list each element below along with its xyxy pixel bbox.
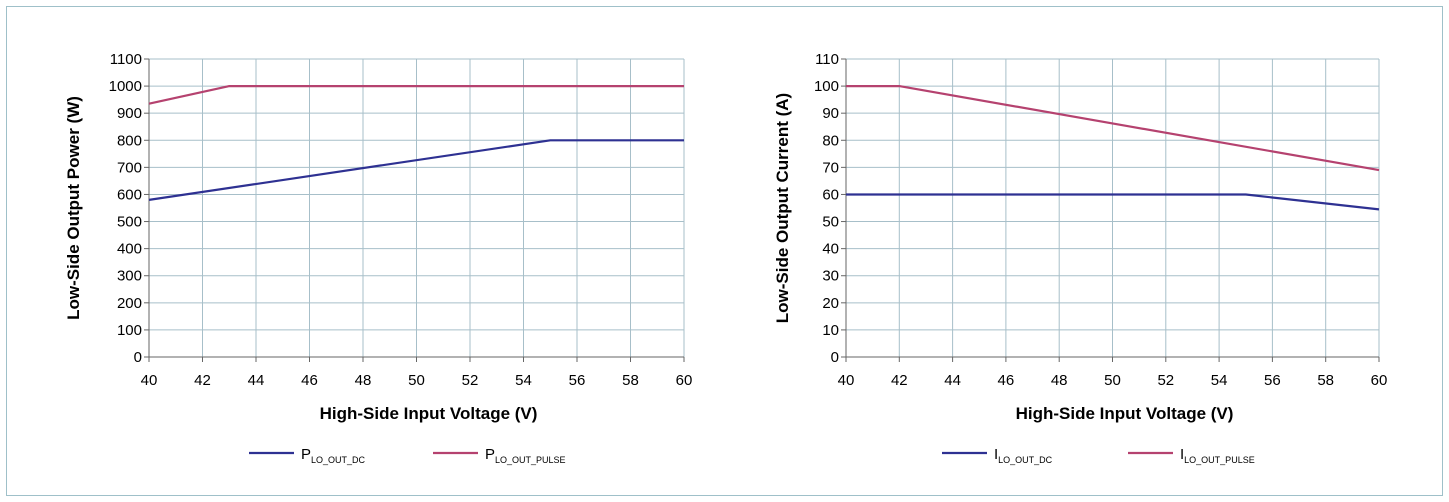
x-tick-label: 44 [944,372,961,389]
x-tick-label: 56 [569,372,586,389]
y-tick-label: 1100 [110,51,142,68]
legend-label: ILO_OUT_PULSE [1180,446,1255,465]
y-tick-label: 0 [831,349,839,366]
legend-label-subscript: LO_OUT_PULSE [1184,455,1255,465]
x-tick-label: 60 [676,372,693,389]
legend-label-main: I [1180,446,1184,463]
chart-2: 40 42 44 46 48 50 52 54 56 58 60 0 10 20 30 40 50 60 70 80 9… [773,51,1387,465]
x-tick-label: 48 [1051,372,1068,389]
y-tick-label: 60 [822,186,839,203]
y-tick-label: 1000 [109,78,142,95]
y-tick-label: 400 [117,241,142,258]
legend-label: ILO_OUT_DC [994,446,1053,465]
x-tick-label: 52 [462,372,479,389]
x-tick-label: 58 [622,372,639,389]
x-tick-label: 42 [891,372,908,389]
y-tick-label: 900 [117,105,142,122]
y-tick-label: 110 [815,51,839,68]
x-tick-label: 52 [1157,372,1174,389]
chart-1: 40 42 44 46 48 50 52 54 56 58 60010020030040050060… [64,51,692,465]
legend-label-subscript: LO_OUT_DC [311,455,366,465]
y-axis-title: Low-Side Output Current (A) [773,93,792,323]
x-tick-label: 40 [838,372,855,389]
y-tick-label: 800 [117,132,142,149]
y-tick-label: 300 [117,268,142,285]
legend-label-subscript: LO_OUT_PULSE [495,455,566,465]
x-tick-label: 56 [1264,372,1281,389]
x-tick-label: 50 [408,372,425,389]
x-tick-label: 46 [301,372,318,389]
series-line-p-lo-out-dc [148,139,684,201]
y-tick-label: 0 [134,349,142,366]
x-tick-label: 48 [355,372,372,389]
y-tick-label: 80 [822,132,839,149]
y-tick-label: 10 [822,322,839,339]
y-tick-label: 30 [822,268,839,285]
series-line-i-lo-out-pulse [846,84,1380,172]
series-line-i-lo-out-dc [846,193,1380,211]
legend-label: PLO_OUT_DC [301,446,366,465]
legend-label-main: P [301,446,311,463]
y-tick-label: 50 [822,214,839,231]
x-tick-label: 54 [515,372,532,389]
legend-label-main: P [485,446,495,463]
y-axis-title: Low-Side Output Power (W) [64,96,83,320]
legend-label-subscript: LO_OUT_DC [998,455,1053,465]
y-tick-label: 200 [117,295,142,312]
x-tick-label: 58 [1317,372,1334,389]
x-tick-label: 44 [248,372,265,389]
x-tick-label: 60 [1371,372,1388,389]
y-tick-label: 700 [117,159,142,176]
legend-label-main: I [994,446,998,463]
y-tick-label: 70 [822,159,839,176]
legend-label: PLO_OUT_PULSE [485,446,566,465]
y-tick-label: 40 [822,241,839,258]
x-tick-label: 40 [141,372,158,389]
y-tick-label: 90 [822,105,839,122]
x-tick-label: 42 [194,372,211,389]
x-tick-label: 50 [1104,372,1121,389]
x-tick-label: 54 [1211,372,1228,389]
x-axis-title: High-Side Input Voltage (V) [1016,404,1234,423]
y-tick-label: 100 [117,322,142,339]
y-tick-label: 600 [117,186,142,203]
y-tick-label: 500 [117,214,142,231]
y-tick-label: 20 [822,295,839,312]
series-line-p-lo-out-pulse [148,84,684,105]
y-tick-label: 100 [814,78,839,95]
x-tick-label: 46 [998,372,1015,389]
x-axis-title: High-Side Input Voltage (V) [320,404,538,423]
